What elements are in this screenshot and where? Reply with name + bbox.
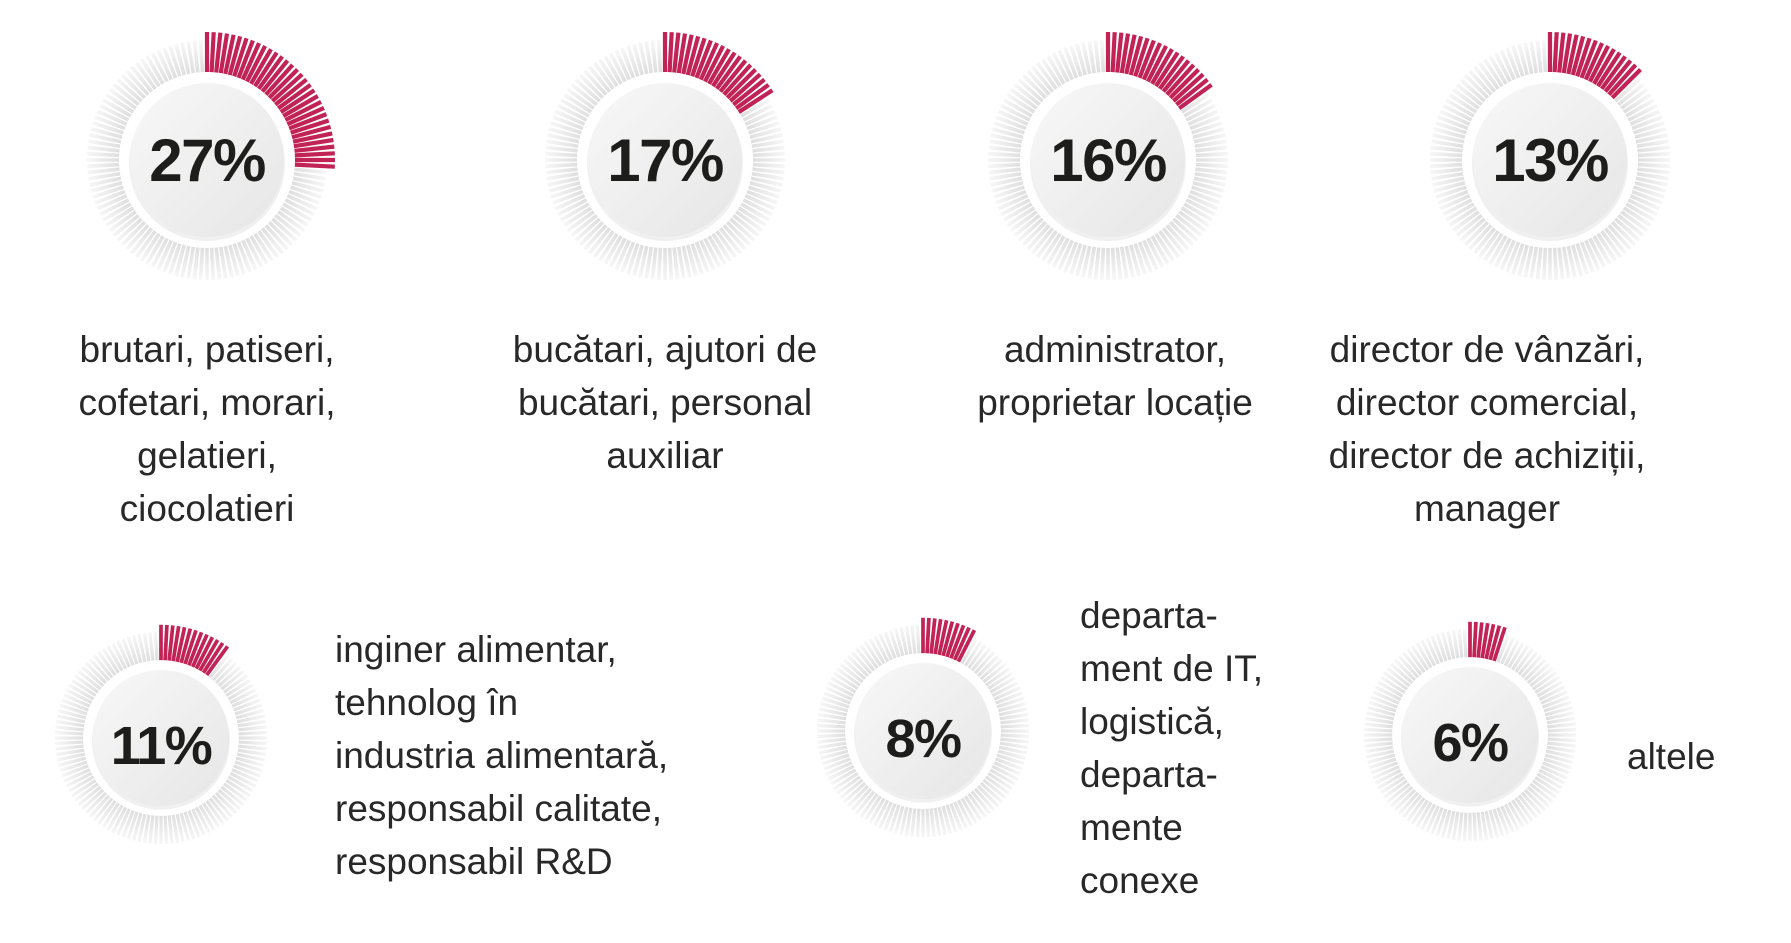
gauge-caption: brutari, patiseri, cofetari, morari, gel… (78, 329, 336, 529)
gauge-caption: administrator, proprietar locație (977, 329, 1253, 423)
gauge-value: 11% (110, 716, 213, 776)
gauge-ticks-ring (87, 32, 335, 280)
gauge-ticks-ring (1430, 32, 1670, 280)
gauge-bucatari: 17% (535, 30, 795, 290)
gauge-value: 6% (1432, 713, 1509, 773)
gauge-director: 13% (1420, 30, 1680, 290)
gauge-administrator: 16% (978, 30, 1238, 290)
gauge-caption: inginer alimentar, tehnolog în industria… (335, 629, 669, 882)
gauge-ticks-ring (54, 624, 268, 845)
gauge-brutari: 27% (77, 30, 337, 290)
gauge-inginer: 11% (46, 623, 276, 853)
gauge-departament-it: 8% (808, 616, 1038, 846)
gauge-ticks-ring (1363, 621, 1577, 842)
gauge-caption: departa- ment de IT, logistică, departa-… (1080, 595, 1264, 901)
gauge-value: 17% (607, 126, 724, 194)
gauge-caption: altele (1627, 736, 1716, 777)
gauge-ticks-ring (545, 32, 785, 280)
gauge-ticks-ring (988, 32, 1228, 280)
gauge-ticks-ring (816, 617, 1030, 838)
gauge-value: 27% (149, 126, 266, 194)
gauge-caption: director de vânzări, director comercial,… (1328, 329, 1646, 529)
gauge-value: 8% (885, 709, 962, 769)
gauge-value: 16% (1050, 126, 1167, 194)
gauge-caption: bucătari, ajutori de bucătari, personal … (512, 329, 818, 476)
gauge-value: 13% (1492, 126, 1609, 194)
gauge-altele: 6% (1355, 620, 1585, 850)
